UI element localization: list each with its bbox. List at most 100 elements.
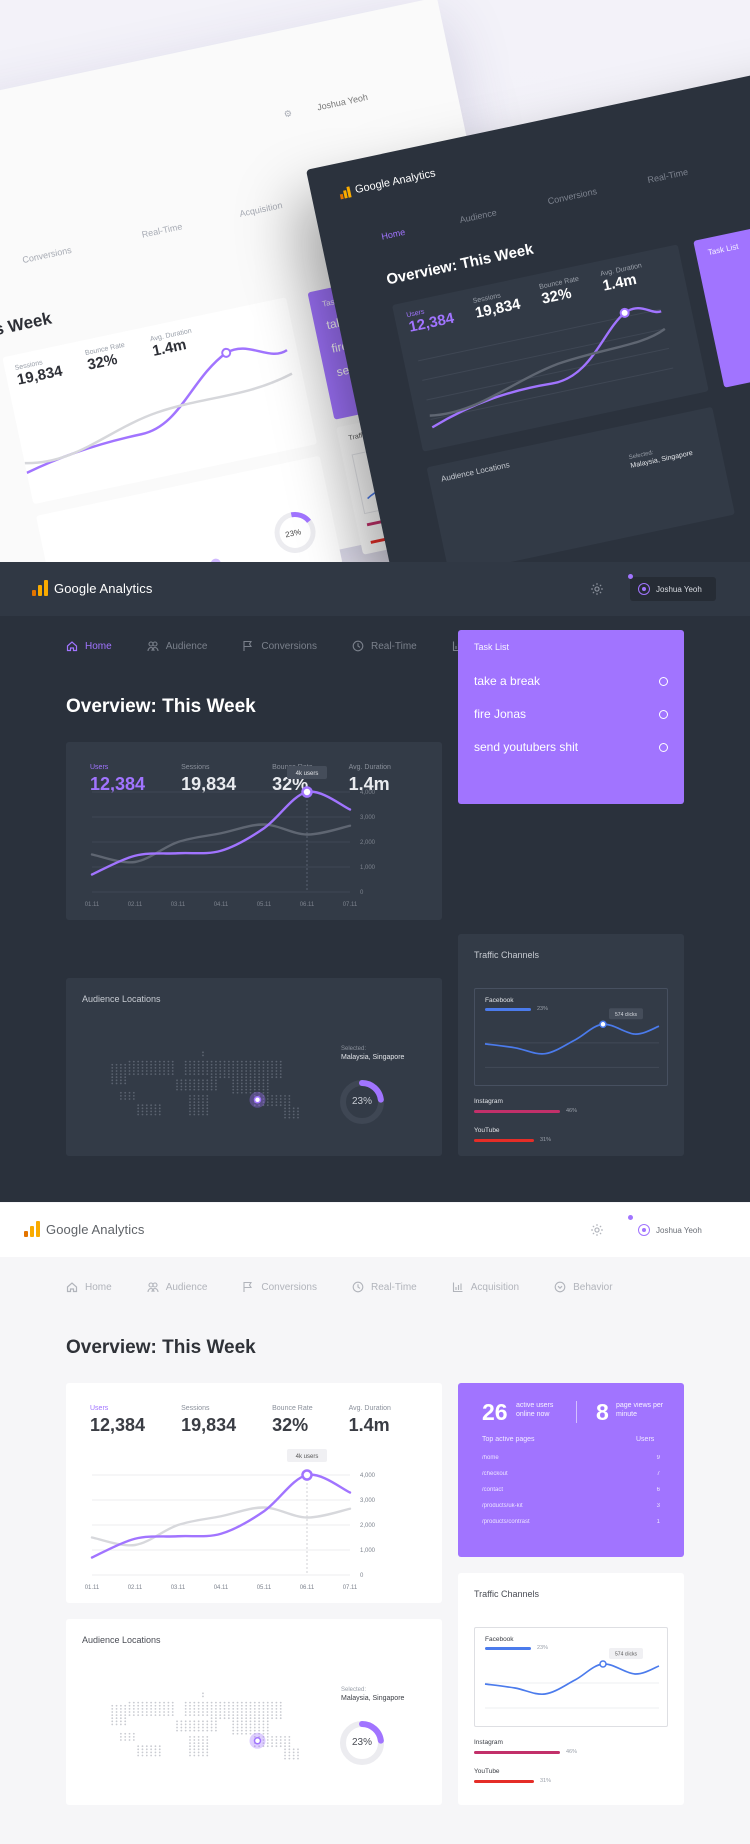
data-point-marker[interactable]	[599, 1020, 607, 1029]
kpi-sessions[interactable]: Sessions 19,834	[181, 1405, 236, 1436]
task-item[interactable]: take a break	[474, 674, 668, 688]
y-tick-label: 0	[360, 890, 364, 896]
tooltip-box	[609, 1648, 643, 1659]
tooltip-box	[609, 1008, 643, 1020]
tab-label: Real-Time	[370, 1281, 417, 1293]
y-tick-label: 3,000	[360, 1498, 376, 1504]
page-users: 6	[656, 1487, 660, 1493]
kpi-bounce-rate[interactable]: Bounce Rate 32%	[272, 1405, 312, 1436]
traffic-channels-card: Traffic Channels Facebook 23% 574 clicks…	[458, 1573, 684, 1805]
google-analytics-logo[interactable]: Google Analytics	[32, 580, 152, 596]
kpi-avg-duration[interactable]: Avg. Duration 1.4m	[349, 1405, 391, 1436]
page-title: Overview: This Week	[66, 696, 256, 717]
task-list-card: Task List take a break fire Jonas send y…	[458, 630, 684, 804]
tab-home[interactable]: Home	[66, 640, 112, 652]
world-map[interactable]	[66, 1619, 442, 1805]
analytics-logo-icon	[24, 1221, 40, 1237]
realtime-card: 26 active users online now 8 page views …	[458, 1383, 684, 1557]
y-tick-label: 1,000	[360, 1548, 376, 1554]
analytics-logo-icon	[32, 580, 48, 596]
youtube-bar	[474, 1139, 534, 1142]
table-row[interactable]: /contact 6	[482, 1487, 660, 1493]
kpi-value: 1.4m	[348, 1415, 390, 1435]
youtube-bar	[474, 1780, 534, 1783]
traffic-chart-frame: Facebook 23% 574 clicks	[474, 988, 668, 1086]
hero-nav-conversions: Conversions	[21, 244, 73, 266]
tab-label: Conversions	[261, 640, 317, 652]
task-checkbox[interactable]	[659, 742, 668, 752]
x-tick-label: 03.11	[171, 1585, 186, 1591]
task-checkbox[interactable]	[659, 676, 668, 686]
page-path: /products/uk-kit	[482, 1503, 523, 1509]
data-point-marker[interactable]	[301, 1469, 313, 1481]
kpi-label: Sessions	[181, 764, 210, 771]
y-tick-label: 0	[360, 1573, 364, 1579]
kpi-value: 12,384	[90, 774, 146, 794]
world-map[interactable]	[66, 978, 442, 1156]
tab-conversions[interactable]: Conversions	[242, 1281, 317, 1293]
kpi-avg-duration[interactable]: Avg. Duration 1.4m	[349, 764, 391, 795]
notification-dot	[628, 1215, 633, 1220]
x-tick-label: 02.11	[128, 1585, 143, 1591]
clock-icon	[352, 640, 364, 652]
kpi-users[interactable]: Users 12,384	[90, 1405, 145, 1436]
traffic-channels-card: Traffic Channels Facebook 23% 574 clicks…	[458, 934, 684, 1156]
donut-percent-label: 23%	[351, 1737, 372, 1748]
divider	[576, 1401, 577, 1423]
traffic-series-line	[484, 1023, 660, 1055]
task-item[interactable]: fire Jonas	[474, 707, 668, 721]
kpi-value: 12,384	[90, 1415, 146, 1435]
tab-conversions[interactable]: Conversions	[242, 640, 317, 652]
facebook-label: Facebook	[485, 1636, 514, 1643]
tab-realtime[interactable]: Real-Time	[352, 640, 417, 652]
page-path: /products/contrast	[482, 1519, 530, 1525]
table-row[interactable]: /products/uk-kit 3	[482, 1503, 660, 1509]
page-users: 3	[656, 1503, 660, 1509]
traffic-line-chart: 574 clicks	[484, 1648, 660, 1709]
kpi-users[interactable]: Users 12,384	[90, 764, 145, 795]
tooltip-label: 4k users	[296, 1454, 319, 1460]
bar-chart-icon	[452, 641, 463, 652]
kpi-label: Bounce Rate	[272, 1405, 313, 1412]
google-analytics-logo[interactable]: Google Analytics	[24, 1221, 144, 1237]
selected-location-pin[interactable]	[253, 1737, 262, 1745]
gear-icon[interactable]	[590, 582, 604, 596]
tab-label: Conversions	[261, 1281, 317, 1293]
x-tick-label: 06.11	[300, 902, 315, 908]
selected-location-pin[interactable]	[253, 1096, 262, 1104]
task-item[interactable]: send youtubers shit	[474, 740, 668, 754]
tooltip-box	[287, 1449, 327, 1462]
table-row[interactable]: /products/contrast 1	[482, 1519, 660, 1525]
table-row[interactable]: /home 9	[482, 1455, 660, 1461]
hero-gear-icon: ⚙	[282, 108, 293, 120]
user-menu[interactable]: Joshua Yeoh	[628, 1215, 716, 1242]
kpi-label: Users	[90, 764, 109, 771]
tab-acquisition[interactable]: Acquisition	[452, 1281, 519, 1293]
tab-audience[interactable]: Audience	[147, 1281, 207, 1293]
page-path: /checkout	[482, 1471, 508, 1477]
x-tick-label: 04.11	[214, 1585, 229, 1591]
tab-audience[interactable]: Audience	[147, 640, 207, 652]
instagram-label: Instagram	[474, 1098, 503, 1105]
donut-percent-label: 23%	[351, 1096, 372, 1107]
task-checkbox[interactable]	[659, 709, 668, 719]
youtube-label: YouTube	[474, 1127, 500, 1134]
audience-locations-card: Audience Locations Selected: Malaysia, S…	[66, 978, 442, 1156]
audience-icon	[147, 641, 159, 652]
data-point-marker[interactable]	[599, 1660, 607, 1668]
gear-icon[interactable]	[590, 1223, 604, 1237]
tab-home[interactable]: Home	[66, 1281, 112, 1293]
y-tick-label: 4,000	[360, 1473, 376, 1479]
tab-behavior[interactable]: Behavior	[554, 1281, 613, 1293]
home-icon	[66, 641, 78, 652]
user-menu[interactable]: Joshua Yeoh	[628, 574, 716, 601]
avatar-icon	[638, 1224, 650, 1236]
tab-realtime[interactable]: Real-Time	[352, 1281, 417, 1293]
data-point-marker[interactable]	[301, 786, 313, 798]
active-users-count: 26	[482, 1399, 508, 1425]
map-dots	[111, 1051, 299, 1119]
audience-icon	[147, 1282, 159, 1293]
kpi-sessions[interactable]: Sessions 19,834	[181, 764, 236, 795]
table-row[interactable]: /checkout 7	[482, 1471, 660, 1477]
x-tick-label: 03.11	[171, 902, 186, 908]
